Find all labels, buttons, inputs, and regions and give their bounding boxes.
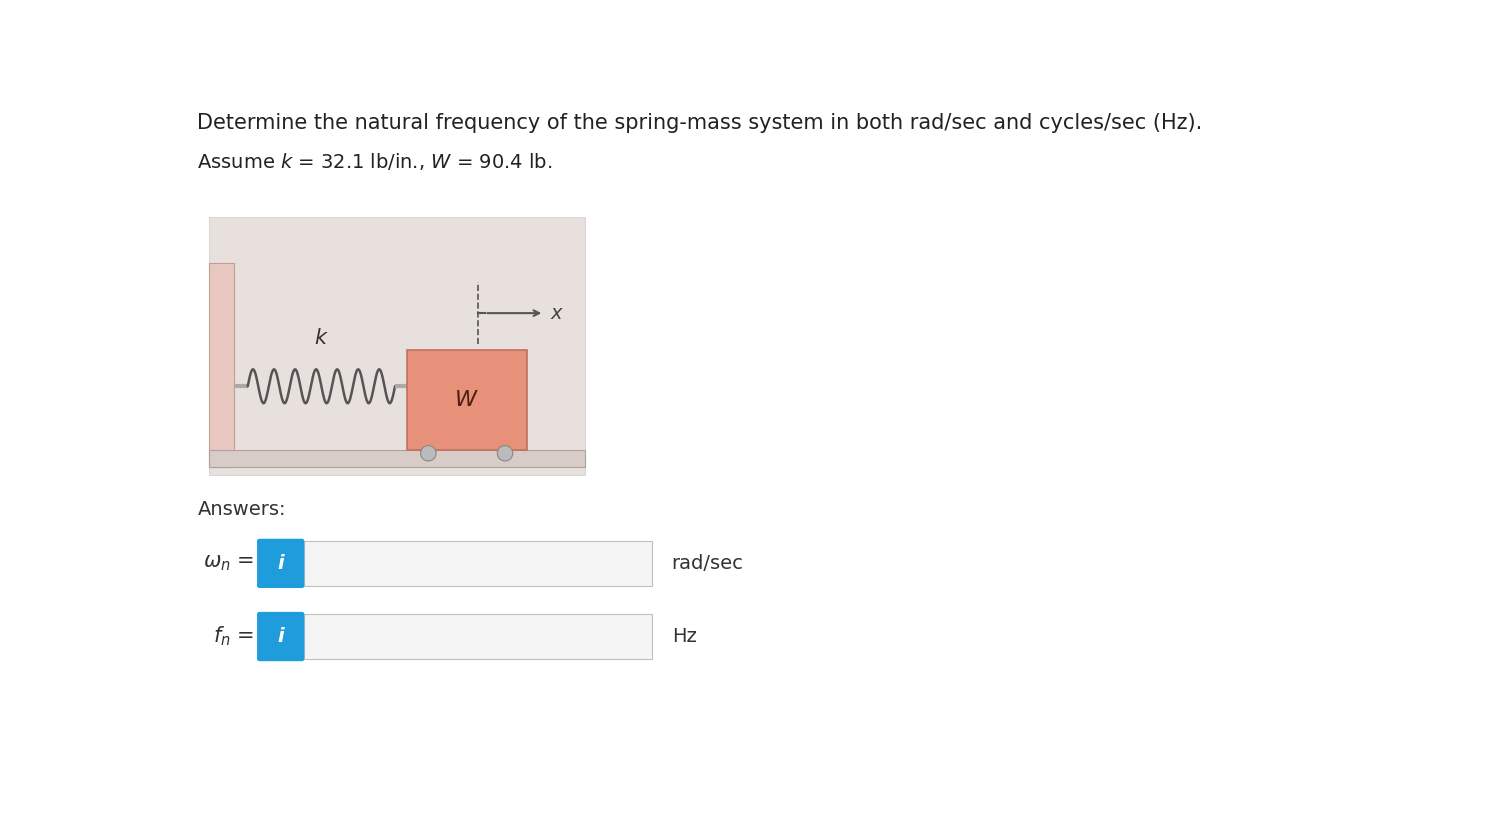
Bar bbox=[303, 541, 652, 586]
Text: $k$: $k$ bbox=[314, 328, 328, 348]
Bar bbox=[303, 614, 652, 659]
Text: Determine the natural frequency of the spring-mass system in both rad/sec and cy: Determine the natural frequency of the s… bbox=[198, 113, 1202, 133]
Text: Assume $k$ = 32.1 lb/in., $W$ = 90.4 lb.: Assume $k$ = 32.1 lb/in., $W$ = 90.4 lb. bbox=[198, 151, 553, 172]
Text: rad/sec: rad/sec bbox=[672, 554, 743, 573]
Text: i: i bbox=[278, 627, 284, 646]
Text: $\omega_n$ =: $\omega_n$ = bbox=[202, 553, 254, 573]
Text: $W$: $W$ bbox=[455, 390, 478, 410]
Text: i: i bbox=[278, 554, 284, 573]
Bar bbox=[210, 263, 233, 467]
Text: $x$: $x$ bbox=[550, 304, 565, 323]
Bar bbox=[407, 350, 526, 450]
FancyBboxPatch shape bbox=[257, 612, 305, 661]
Bar bbox=[210, 217, 585, 475]
FancyBboxPatch shape bbox=[257, 539, 305, 588]
Circle shape bbox=[498, 446, 513, 461]
Circle shape bbox=[421, 446, 435, 461]
Text: Hz: Hz bbox=[672, 627, 697, 646]
Bar bbox=[210, 450, 585, 467]
Text: $f_n$ =: $f_n$ = bbox=[212, 625, 254, 648]
Text: Answers:: Answers: bbox=[198, 500, 285, 519]
